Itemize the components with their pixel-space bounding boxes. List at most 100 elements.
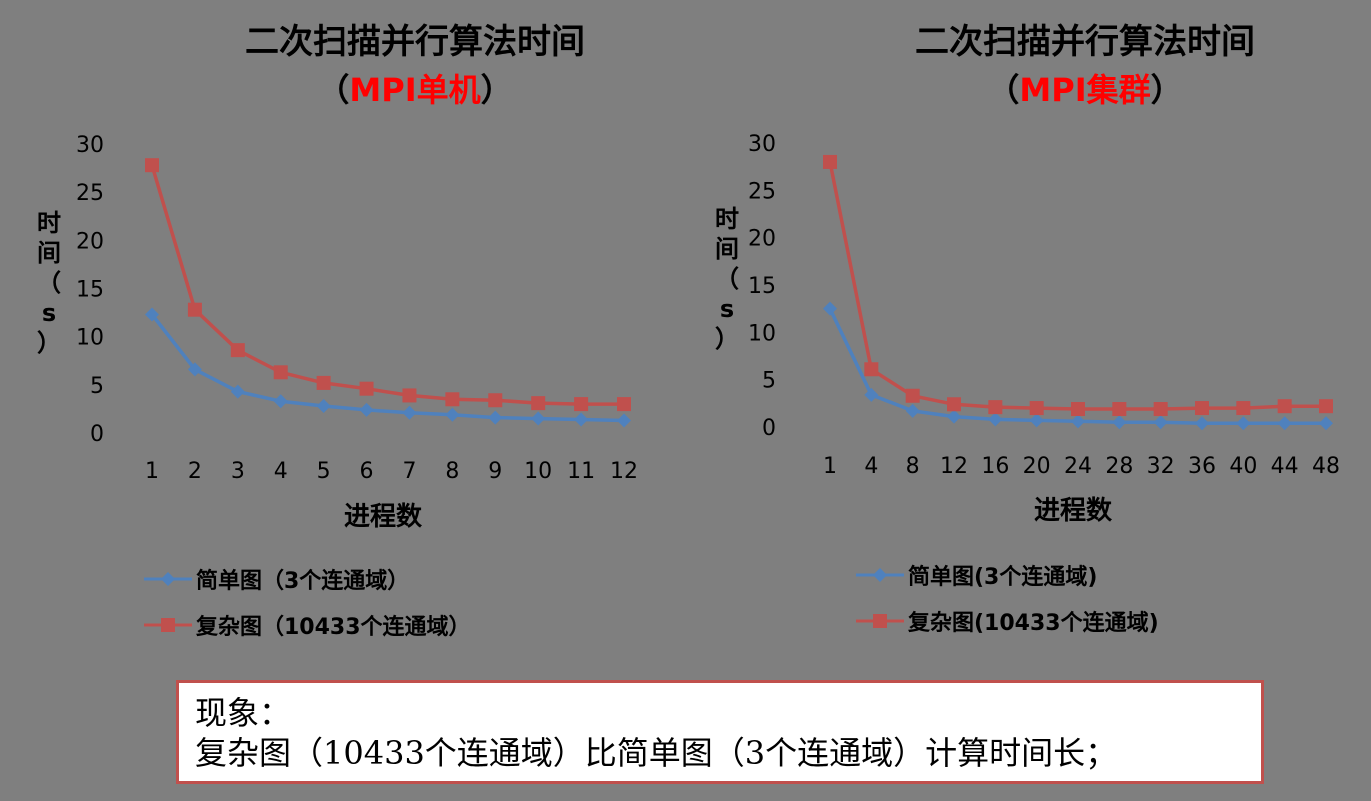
right-point-simple	[1277, 416, 1292, 431]
right-title-highlight: MPI集群	[1019, 71, 1151, 109]
right-point-complex	[1029, 401, 1044, 416]
left-x-tick-label: 10	[524, 459, 552, 484]
left-point-complex	[145, 158, 159, 173]
right-point-simple	[1071, 414, 1085, 429]
right-series-line-complex	[828, 161, 1326, 411]
left-ylabel-char: s	[41, 299, 57, 327]
left-title-highlight: MPI单机	[349, 71, 481, 109]
left-chart-title: 二次扫描并行算法时间 （MPI单机）	[180, 18, 650, 114]
left-legend: 简单图（3个连通域） 复杂图（10433个连通域）	[144, 556, 471, 648]
right-point-complex	[1071, 402, 1085, 417]
right-x-tick-label: 24	[1064, 454, 1092, 479]
left-point-complex	[230, 343, 245, 358]
right-ylabel-char: ）	[715, 325, 739, 353]
right-x-axis-label: 进程数	[1034, 496, 1113, 526]
right-x-tick-label: 44	[1271, 454, 1299, 479]
left-series-line-simple	[150, 313, 625, 423]
left-point-complex	[402, 388, 417, 403]
square-marker-icon	[144, 615, 192, 635]
left-point-simple	[187, 362, 202, 377]
diamond-marker-icon	[144, 569, 192, 589]
left-legend-label-simple: 简单图（3个连通域）	[196, 569, 410, 594]
right-y-tick-label: 15	[748, 274, 776, 299]
right-point-complex	[1236, 401, 1251, 416]
right-y-tick-label: 25	[748, 179, 776, 204]
left-point-simple	[617, 413, 631, 428]
left-x-tick-label: 3	[231, 459, 245, 484]
left-series-line-complex	[150, 164, 624, 406]
left-point-complex	[488, 393, 503, 408]
right-ylabel-char: 时	[715, 205, 739, 233]
left-y-tick-label: 10	[76, 326, 104, 351]
left-ylabel-char: （	[37, 269, 61, 297]
right-point-complex	[1277, 399, 1292, 414]
right-y-tick-label: 10	[748, 321, 776, 346]
right-x-tick-label: 16	[981, 454, 1009, 479]
left-title-close: ）	[480, 71, 513, 109]
right-legend-item-complex: 复杂图(10433个连通域)	[856, 598, 1159, 644]
right-point-complex	[1319, 399, 1333, 414]
left-x-tick-label: 2	[188, 459, 202, 484]
right-legend-label-complex: 复杂图(10433个连通域)	[908, 611, 1159, 636]
left-title-line1: 二次扫描并行算法时间	[245, 22, 585, 62]
left-y-tick-label: 15	[76, 278, 104, 303]
left-legend-item-simple: 简单图（3个连通域）	[144, 556, 471, 602]
left-point-complex	[531, 396, 546, 411]
left-ylabel-char: ）	[37, 329, 61, 357]
right-point-simple	[1319, 416, 1333, 431]
left-point-complex	[574, 397, 589, 412]
right-x-tick-label: 12	[940, 454, 968, 479]
left-y-tick-label: 5	[90, 374, 104, 399]
right-x-tick-label: 28	[1105, 454, 1133, 479]
right-ylabel-char: s	[719, 295, 735, 323]
left-point-simple	[488, 410, 503, 425]
right-ylabel-char: （	[715, 265, 739, 293]
right-title-open: （	[987, 71, 1020, 109]
right-point-complex	[947, 397, 961, 412]
right-point-simple	[1029, 413, 1044, 428]
left-x-tick-label: 9	[488, 459, 502, 484]
right-point-simple	[1112, 415, 1127, 430]
left-y-tick-label: 0	[90, 422, 104, 447]
right-x-tick-label: 36	[1188, 454, 1216, 479]
left-x-tick-label: 12	[610, 459, 638, 484]
right-x-tick-label: 40	[1229, 454, 1257, 479]
right-point-complex	[1153, 402, 1168, 417]
right-point-complex	[905, 388, 920, 403]
right-title-line2: （MPI集群）	[850, 66, 1320, 114]
left-legend-label-complex: 复杂图（10433个连通域）	[196, 615, 471, 640]
right-y-tick-label: 0	[762, 416, 776, 441]
observation-note: 现象： 复杂图（10433个连通域）比简单图（3个连通域）计算时间长；	[176, 680, 1264, 784]
right-point-simple	[823, 301, 837, 316]
left-x-tick-label: 1	[145, 459, 159, 484]
right-point-complex	[988, 400, 1003, 415]
right-point-simple	[988, 412, 1003, 427]
right-point-simple	[905, 403, 920, 418]
right-title-close: ）	[1150, 71, 1183, 109]
left-point-simple	[230, 384, 245, 399]
right-point-simple	[947, 409, 961, 424]
note-heading: 现象：	[195, 694, 292, 732]
right-x-tick-label: 1	[823, 454, 837, 479]
right-chart-title: 二次扫描并行算法时间 （MPI集群）	[850, 18, 1320, 114]
left-point-complex	[359, 381, 374, 396]
left-point-simple	[445, 407, 460, 422]
right-y-tick-label: 5	[762, 369, 776, 394]
right-ylabel-char: 间	[715, 235, 739, 263]
right-legend-item-simple: 简单图(3个连通域)	[856, 552, 1159, 598]
left-title-line2: （MPI单机）	[180, 66, 650, 114]
left-ylabel-char: 时	[37, 209, 61, 237]
square-marker-icon	[856, 611, 904, 631]
left-x-axis-label: 进程数	[344, 502, 423, 532]
right-point-complex	[1195, 401, 1209, 416]
left-x-tick-label: 7	[402, 459, 416, 484]
left-x-tick-label: 4	[274, 459, 288, 484]
right-point-complex	[823, 154, 837, 169]
left-x-tick-label: 11	[567, 459, 595, 484]
left-x-tick-label: 8	[445, 459, 459, 484]
right-point-simple	[864, 387, 879, 402]
right-y-axis-label: 时 间 （ s ）	[712, 204, 742, 354]
right-point-simple	[1195, 416, 1209, 431]
right-x-tick-label: 4	[864, 454, 878, 479]
